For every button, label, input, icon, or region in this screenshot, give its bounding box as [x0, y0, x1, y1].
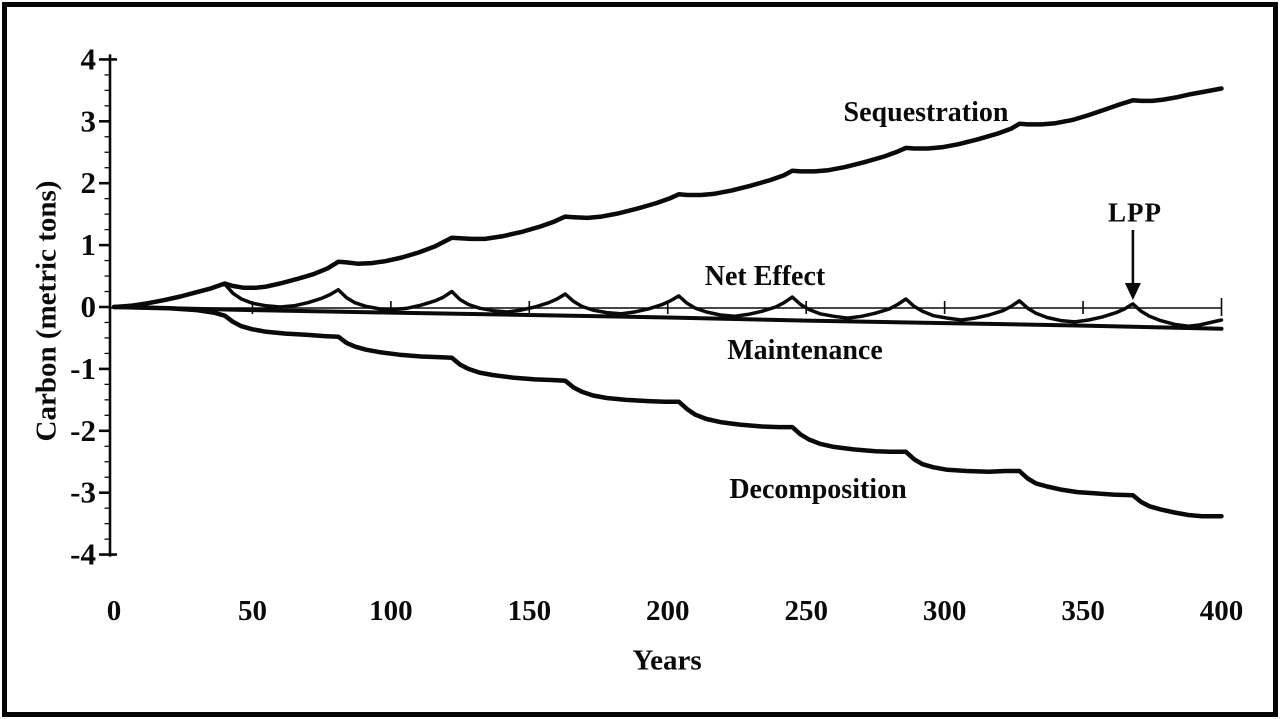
x-tick-label: 0 — [107, 595, 122, 627]
x-tick-label: 350 — [1061, 595, 1105, 627]
y-axis — [99, 54, 117, 557]
x-tick-label: 200 — [646, 595, 690, 627]
lpp-arrow — [1124, 230, 1141, 300]
x-tick-label: 400 — [1200, 595, 1244, 627]
y-axis-title: Carbon (metric tons) — [30, 180, 63, 442]
y-tick-label: -2 — [70, 413, 96, 448]
x-tick-label: 300 — [923, 595, 967, 627]
series-maintenance — [112, 305, 1224, 331]
label-decomposition: Decomposition — [729, 474, 907, 505]
y-tick-label: -1 — [70, 351, 96, 386]
series-net_effect — [112, 282, 1224, 328]
label-net-effect: Net Effect — [704, 261, 826, 292]
y-tick-label: -4 — [70, 537, 96, 572]
x-tick-label: 100 — [369, 595, 413, 627]
label-sequestration: Sequestration — [843, 97, 1009, 128]
y-tick-label: 0 — [81, 289, 97, 324]
y-tick-label: -3 — [70, 475, 96, 510]
series-sequestration — [111, 86, 1224, 310]
label-lpp: LPP — [1108, 197, 1162, 228]
series-decomposition — [111, 304, 1224, 519]
y-tick-label: 3 — [81, 103, 97, 138]
y-tick-label: 2 — [81, 165, 97, 200]
series-curves — [111, 86, 1224, 519]
y-tick-labels: 4 3 2 1 0 -1 -2 -3 -4 — [70, 41, 96, 571]
x-tick-label: 150 — [508, 595, 552, 627]
x-tick-labels: 0 50 100 150 200 250 300 350 400 — [107, 595, 1244, 627]
lpp-arrowhead — [1124, 283, 1141, 300]
x-tick-label: 250 — [784, 595, 828, 627]
label-maintenance: Maintenance — [727, 335, 883, 366]
y-tick-label: 1 — [81, 227, 97, 262]
y-tick-label: 4 — [81, 41, 97, 76]
x-axis-title: Years — [632, 644, 702, 677]
x-tick-label: 50 — [238, 595, 267, 627]
